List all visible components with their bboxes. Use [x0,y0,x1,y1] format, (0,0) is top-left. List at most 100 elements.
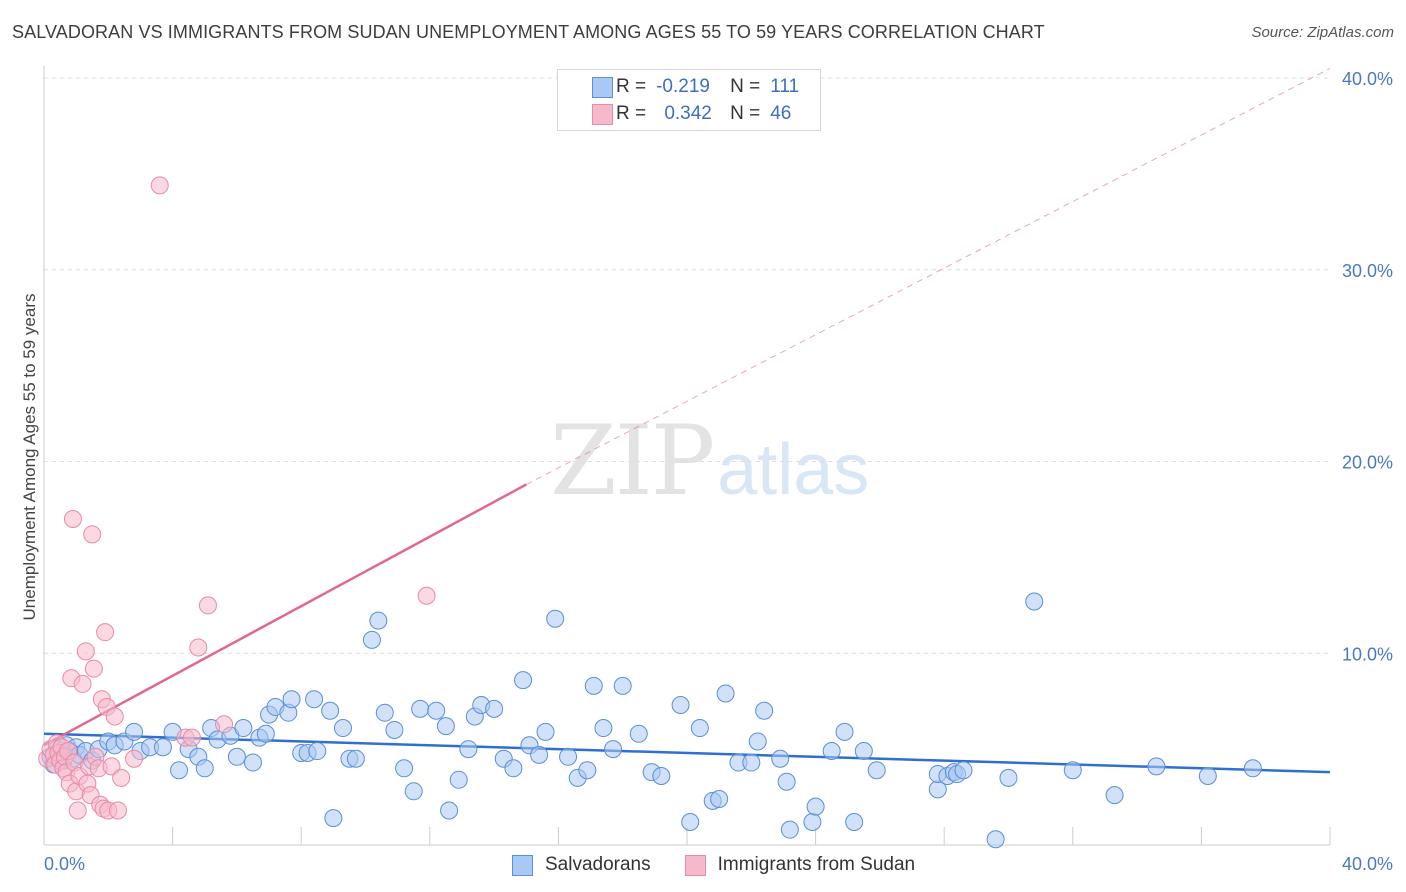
sudan-point [112,768,131,787]
salvadoran-point [559,747,578,766]
series-legend: Salvadorans Immigrants from Sudan [512,852,949,878]
salvadoran-point [546,609,565,628]
legend-n-value: 46 [770,103,792,124]
salvadoran-point [459,740,478,759]
salvadoran-point [803,812,822,831]
sudan-point [150,176,169,195]
legend-item-sudan: Immigrants from Sudan [684,854,916,876]
sudan-point [63,510,82,529]
sudan-point [215,715,234,734]
sudan-point [198,596,217,615]
salvadoran-point [308,742,327,761]
legend-row-salvadorans: R = -0.219 N = 111 [592,74,800,100]
x-tick-label-min: 0.0% [44,854,85,874]
salvadoran-point [716,684,735,703]
salvadoran-point [755,701,774,720]
legend-item-salvadorans: Salvadorans [512,854,651,876]
salvadoran-point [806,797,825,816]
salvadoran-point [1063,761,1082,780]
legend-r-value: -0.219 [656,76,710,97]
sudan-point [73,674,92,693]
salvadoran-point [854,742,873,761]
correlation-legend: R = -0.219 N = 111 R = 0.342 N = 46 [557,69,821,131]
salvadoran-point [436,717,455,736]
y-tick-label: 30.0% [1342,261,1393,281]
y-axis-label: Unemployment Among Ages 55 to 59 years [20,294,39,621]
legend-n-label: N = [730,103,761,124]
legend-r-value: 0.342 [664,103,712,124]
legend-label-sudan: Immigrants from Sudan [717,854,916,875]
sudan-point [68,801,87,820]
salvadoran-point [282,690,301,709]
salvadoran-point [710,789,729,808]
salvadoran-point [395,759,414,778]
salvadoran-point [536,722,555,741]
salvadoran-point [362,630,381,649]
salvadoran-point [530,745,549,764]
sudan-trend-line [43,483,527,747]
salvadoran-point [227,747,246,766]
salvadoran-point [346,749,365,768]
salvadoran-point [780,820,799,839]
salvadoran-point [1025,592,1044,611]
salvadoran-point [427,701,446,720]
sudan-point [105,707,124,726]
salvadoran-point [690,719,709,738]
salvadoran-point [671,696,690,715]
salvadoran-point [243,753,262,772]
data-points [38,176,1262,849]
salvadoran-point [305,690,324,709]
salvadoran-point [485,699,504,718]
salvadoran-point [822,742,841,761]
salvadoran-point [594,719,613,738]
salvadoran-point [613,676,632,695]
salvadoran-point [835,722,854,741]
salvadoran-point [748,732,767,751]
legend-label-salvadorans: Salvadorans [545,854,651,875]
legend-n-value: 111 [770,76,800,97]
salvadoran-point [845,812,864,831]
source-label: Source: ZipAtlas.com [1251,24,1394,41]
legend-swatch-blue [512,854,533,876]
salvadoran-point [333,719,352,738]
salvadoran-point [652,766,671,785]
y-tick-label: 40.0% [1342,69,1393,89]
salvadoran-point [125,722,144,741]
sudan-point [84,659,103,678]
salvadoran-point [321,701,340,720]
salvadoran-point [954,761,973,780]
legend-row-sudan: R = 0.342 N = 46 [592,101,792,127]
salvadoran-point [170,761,189,780]
sudan-point [108,801,127,820]
sudan-point [96,623,115,642]
salvadoran-point [1198,766,1217,785]
salvadoran-point [404,782,423,801]
legend-swatch-pink [684,854,706,876]
salvadoran-point [629,724,648,743]
sudan-point [182,728,201,747]
sudan-point [83,525,102,544]
salvadoran-point [742,753,761,772]
salvadoran-point [375,703,394,722]
tick-labels: 10.0% 20.0% 30.0% 40.0% 0.0% 40.0% [44,69,1393,874]
salvadoran-point [867,761,886,780]
salvadoran-point [1147,757,1166,776]
salvadoran-point [369,611,388,630]
y-tick-label: 20.0% [1342,453,1393,473]
salvadoran-point [440,801,459,820]
legend-swatch-pink [592,104,613,125]
salvadoran-point [153,738,172,757]
salvadoran-point [234,719,253,738]
gridlines [44,77,1330,654]
salvadoran-point [1243,759,1262,778]
chart-title: SALVADORAN VS IMMIGRANTS FROM SUDAN UNEM… [12,22,1045,42]
legend-r-label: R = [616,103,647,124]
sudan-point [417,586,436,605]
salvadoran-point [514,671,533,690]
salvadoran-point [986,830,1005,849]
salvadoran-point [681,812,700,831]
salvadoran-point [504,759,523,778]
sudan-point [125,749,144,768]
salvadoran-point [578,761,597,780]
